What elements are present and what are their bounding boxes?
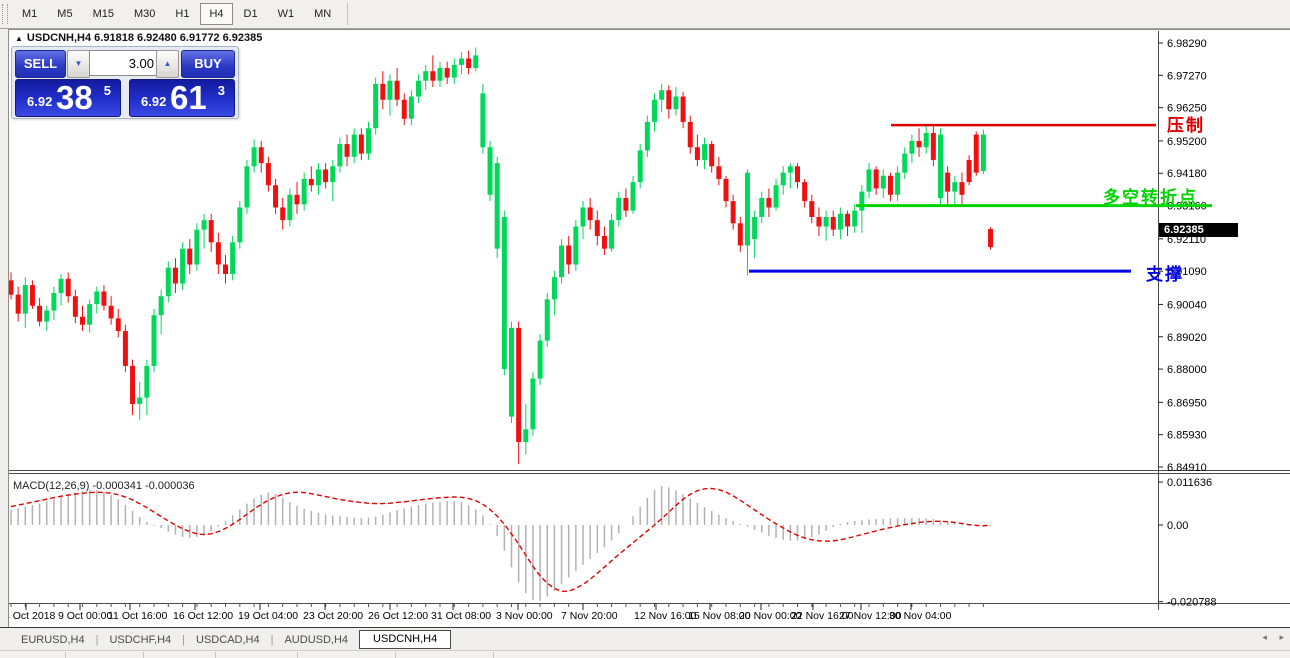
status-strip [0,650,1290,658]
status-divider [297,652,298,658]
status-divider [143,652,144,658]
sell-price-prefix: 6.92 [27,94,53,109]
sell-quote-tile[interactable]: 6.92 38 5 [15,79,121,117]
timeframe-button-m15[interactable]: M15 [92,8,114,20]
tab-active-usdcnh[interactable]: USDCNH,H4 [359,630,452,649]
macd-axis: 0.011636 0.00 -0.020788 [1158,477,1217,609]
svg-text:23 Oct 20:00: 23 Oct 20:00 [303,610,363,622]
chart-frame [9,31,1290,610]
svg-text:15 Nov 08:00: 15 Nov 08:00 [688,610,751,622]
tab-separator: | [95,633,99,646]
tab-usdchf[interactable]: USDCHF,H4 [109,633,172,646]
timeframe-button-m1[interactable]: M1 [22,8,38,20]
svg-text:6.90040: 6.90040 [1167,299,1207,311]
chart-window[interactable]: 6.982906.972706.962506.952006.941806.931… [8,29,1290,628]
tab-scroll-controls: ◂ ▸ [1252,632,1284,643]
chart-plot[interactable]: 6.982906.972706.962506.952006.941806.931… [9,30,1290,628]
buy-price-prefix: 6.92 [141,94,167,109]
annotation-lines [749,123,1212,273]
svg-text:9 Oct 00:00: 9 Oct 00:00 [58,610,112,622]
svg-text:6.91090: 6.91090 [1167,266,1207,278]
tab-audusd[interactable]: AUDUSD,H4 [284,633,349,646]
sell-price-sup: 5 [103,83,111,98]
svg-text:31 Oct 08:00: 31 Oct 08:00 [431,610,491,622]
timeframe-button-d1[interactable]: D1 [243,8,258,20]
annotation-label-resistance: 压制 [1167,116,1205,135]
symbol-tab-bar: EURUSD,H4 | USDCHF,H4 | USDCAD,H4 | AUDUSD,H4 U… [0,627,1290,651]
buy-button[interactable]: BUY [181,50,235,78]
status-divider [395,652,396,658]
timeframe-button-m30[interactable]: M30 [133,8,156,20]
timeframe-button-h1[interactable]: H1 [175,8,190,20]
svg-text:16 Oct 12:00: 16 Oct 12:00 [173,610,233,622]
svg-text:6.84910: 6.84910 [1167,462,1207,474]
tab-usdcad[interactable]: USDCAD,H4 [196,633,260,646]
macd-signal-line [10,487,991,593]
svg-text:26 Oct 12:00: 26 Oct 12:00 [368,610,428,622]
price-axis: 6.982906.972706.962506.952006.941806.931… [1158,38,1207,474]
timeframe-button-mn[interactable]: MN [314,8,332,20]
annotation-label-pivot: 多空转折点 [1103,188,1198,207]
svg-text:6.88000: 6.88000 [1167,364,1207,376]
svg-text:22 Nov 16:00: 22 Nov 16:00 [791,610,854,622]
collapse-triangle-icon[interactable]: ▲ [15,34,23,43]
chart-title: ▲ USDCNH,H4 6.91818 6.92480 6.91772 6.923… [15,32,262,44]
annotation-label-support: 支撑 [1146,265,1184,284]
svg-text:6.95200: 6.95200 [1167,136,1207,148]
symbol-tabs: EURUSD,H4 | USDCHF,H4 | USDCAD,H4 | AUDUSD,H4 U… [10,630,452,649]
volume-increase-button[interactable]: ▲ [156,50,179,78]
timeframe-button-m5[interactable]: M5 [57,8,73,20]
svg-text:6.89020: 6.89020 [1167,332,1207,344]
status-divider [65,652,66,658]
buy-price-big: 61 [170,79,207,116]
timeframe-button-w1[interactable]: W1 [277,8,295,20]
timeframe-buttons: M1 M5 M15 M30 H1 H4 D1 W1 MN [12,3,341,25]
status-divider [215,652,216,658]
volume-input[interactable] [89,50,161,76]
toolbar-grip-icon[interactable] [2,4,8,24]
svg-text:0.00: 0.00 [1167,520,1188,532]
svg-text:0.011636: 0.011636 [1167,477,1212,489]
status-divider [493,652,494,658]
svg-text:27 Nov 12:00: 27 Nov 12:00 [839,610,902,622]
chart-title-ohlc: 6.91818 6.92480 6.91772 6.92385 [94,32,263,44]
timeframe-button-h4[interactable]: H4 [200,3,233,25]
buy-quote-tile[interactable]: 6.92 61 3 [129,79,235,117]
svg-text:-0.020788: -0.020788 [1167,597,1217,609]
sell-button[interactable]: SELL [15,50,66,78]
svg-text:6.94180: 6.94180 [1167,168,1207,180]
svg-text:12 Nov 16:00: 12 Nov 16:00 [634,610,697,622]
svg-text:6.97270: 6.97270 [1167,70,1207,82]
svg-text:4 Oct 2018: 4 Oct 2018 [9,610,56,622]
tab-scroll-right-icon[interactable]: ▸ [1279,632,1284,642]
buy-price-sup: 3 [217,83,225,98]
svg-text:19 Oct 04:00: 19 Oct 04:00 [238,610,298,622]
tab-scroll-left-icon[interactable]: ◂ [1262,632,1267,642]
svg-text:20 Nov 00:00: 20 Nov 00:00 [739,610,802,622]
macd-indicator-label: MACD(12,26,9) -0.000341 -0.000036 [13,480,195,492]
timeframe-toolbar: M1 M5 M15 M30 H1 H4 D1 W1 MN [0,0,1290,29]
volume-decrease-button[interactable]: ▼ [67,50,90,78]
svg-text:6.96250: 6.96250 [1167,103,1207,115]
tab-separator: | [270,633,274,646]
toolbar-separator [347,3,349,25]
tab-eurusd[interactable]: EURUSD,H4 [21,633,85,646]
svg-text:30 Nov 04:00: 30 Nov 04:00 [889,610,952,622]
svg-text:11 Oct 16:00: 11 Oct 16:00 [108,610,168,622]
current-price-badge: 6.92385 [1159,223,1238,238]
svg-text:6.98290: 6.98290 [1167,38,1207,50]
one-click-trading-panel: SELL ▼ ▲ BUY 6.92 38 5 6.92 61 3 [11,46,239,119]
svg-text:6.86950: 6.86950 [1167,397,1207,409]
tab-separator: | [182,633,186,646]
svg-text:6.85930: 6.85930 [1167,430,1207,442]
svg-text:7 Nov 20:00: 7 Nov 20:00 [561,610,618,622]
sell-price-big: 38 [56,79,93,116]
candles-layer [9,47,994,465]
macd-histogram [10,485,992,601]
chart-title-symbol: USDCNH,H4 [26,32,92,44]
svg-text:3 Nov 00:00: 3 Nov 00:00 [496,610,553,622]
